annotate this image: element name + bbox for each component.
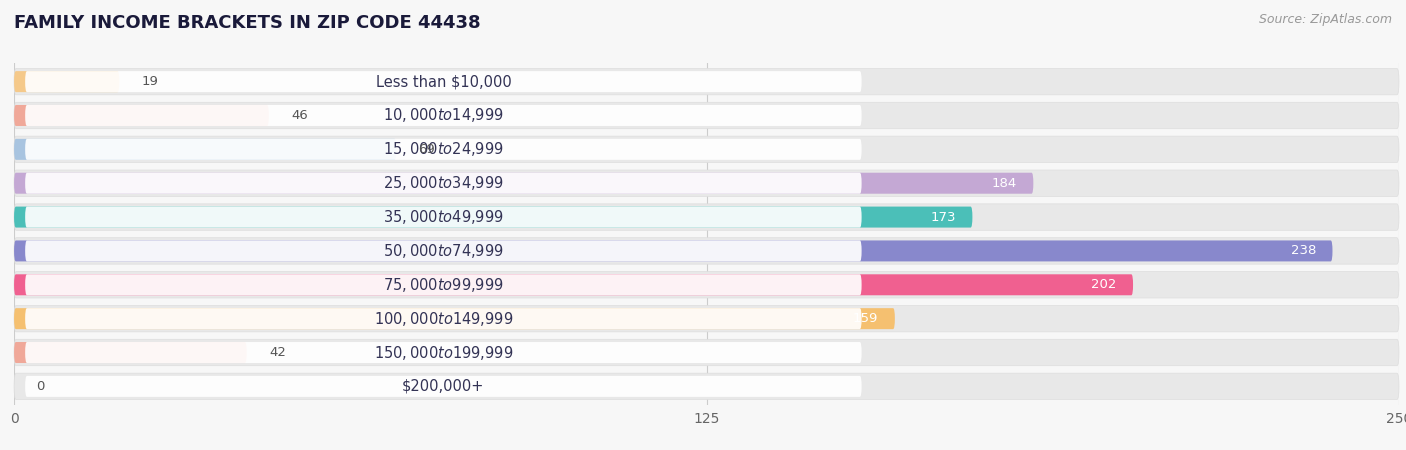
Text: $200,000+: $200,000+ [402,379,485,394]
FancyBboxPatch shape [25,342,862,363]
FancyBboxPatch shape [14,373,1399,400]
Text: FAMILY INCOME BRACKETS IN ZIP CODE 44438: FAMILY INCOME BRACKETS IN ZIP CODE 44438 [14,14,481,32]
FancyBboxPatch shape [25,71,862,92]
Text: 19: 19 [142,75,159,88]
FancyBboxPatch shape [14,68,1399,95]
Text: $75,000 to $99,999: $75,000 to $99,999 [382,276,503,294]
Text: Less than $10,000: Less than $10,000 [375,74,512,89]
Text: 173: 173 [931,211,956,224]
FancyBboxPatch shape [25,139,862,160]
FancyBboxPatch shape [14,339,1399,366]
Text: $10,000 to $14,999: $10,000 to $14,999 [382,107,503,125]
FancyBboxPatch shape [25,105,862,126]
FancyBboxPatch shape [25,207,862,228]
FancyBboxPatch shape [25,240,862,261]
FancyBboxPatch shape [14,105,269,126]
FancyBboxPatch shape [14,308,894,329]
FancyBboxPatch shape [25,308,862,329]
Text: $35,000 to $49,999: $35,000 to $49,999 [382,208,503,226]
FancyBboxPatch shape [14,306,1399,332]
FancyBboxPatch shape [25,376,862,397]
FancyBboxPatch shape [14,102,1399,129]
Text: 42: 42 [269,346,285,359]
FancyBboxPatch shape [14,204,1399,230]
Text: $100,000 to $149,999: $100,000 to $149,999 [374,310,513,328]
FancyBboxPatch shape [14,207,973,228]
FancyBboxPatch shape [14,238,1399,264]
Text: 184: 184 [991,177,1017,190]
FancyBboxPatch shape [14,342,246,363]
Text: Source: ZipAtlas.com: Source: ZipAtlas.com [1258,14,1392,27]
Text: 238: 238 [1291,244,1316,257]
FancyBboxPatch shape [14,170,1399,196]
Text: 202: 202 [1091,278,1116,291]
FancyBboxPatch shape [14,173,1033,194]
FancyBboxPatch shape [14,240,1333,261]
Text: 46: 46 [291,109,308,122]
FancyBboxPatch shape [25,274,862,295]
Text: 69: 69 [419,143,436,156]
FancyBboxPatch shape [14,272,1399,298]
FancyBboxPatch shape [25,173,862,194]
Text: 159: 159 [853,312,879,325]
FancyBboxPatch shape [14,136,1399,162]
FancyBboxPatch shape [14,274,1133,295]
FancyBboxPatch shape [14,71,120,92]
Text: $50,000 to $74,999: $50,000 to $74,999 [382,242,503,260]
Text: $25,000 to $34,999: $25,000 to $34,999 [382,174,503,192]
Text: $15,000 to $24,999: $15,000 to $24,999 [382,140,503,158]
Text: $150,000 to $199,999: $150,000 to $199,999 [374,343,513,361]
Text: 0: 0 [37,380,45,393]
FancyBboxPatch shape [14,139,396,160]
